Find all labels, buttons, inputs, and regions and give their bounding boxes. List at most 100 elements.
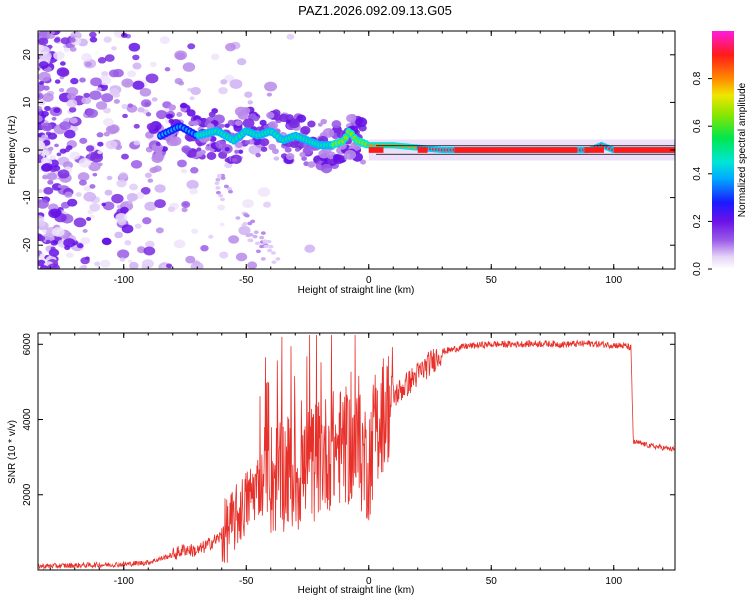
spectrogram-noise-blob <box>63 238 76 248</box>
snr-ytick-label: 6000 <box>22 333 33 356</box>
spectrogram-noise-blob <box>89 31 97 38</box>
spectrogram-noise-blob <box>58 88 65 93</box>
spectrogram-noise-blob <box>68 106 77 113</box>
spectrogram-noise-blob <box>200 244 209 252</box>
spectrogram-tail-blob <box>262 239 268 243</box>
spectrogram-noise-blob <box>39 253 46 258</box>
spectrogram-noise-blob <box>132 62 142 70</box>
spectrogram-noise-blob <box>98 75 112 86</box>
spectrogram-tail-blob <box>266 239 272 244</box>
spectrogram-noise-blob <box>189 188 198 195</box>
spectrogram-noise-blob <box>182 62 196 72</box>
snr-panel: -100 -50 0 50 100 2000 4000 6000 Height of stra… <box>7 332 676 596</box>
spectrogram-cluster-blob <box>273 113 282 121</box>
spectrogram-xlabel: Height of straight line (km) <box>298 285 415 296</box>
spectrogram-noise-blob <box>257 187 271 197</box>
spectrogram-xtick-label: 100 <box>605 275 622 286</box>
spectrogram-tail-blob <box>243 213 249 217</box>
spectrogram-noise-blob <box>76 243 84 249</box>
spectrogram-noise-blob <box>143 246 156 256</box>
spectrogram-noise-blob <box>159 36 171 45</box>
spectrogram-cluster-blob <box>151 153 164 164</box>
spectrogram-noise-blob <box>89 36 98 43</box>
spectrogram-noise-blob <box>59 61 66 66</box>
spectrogram-ytick-label: 20 <box>22 49 33 61</box>
spectrogram-cluster-blob <box>307 161 316 168</box>
spectrogram-noise-blob <box>38 162 41 168</box>
spectrogram-tail-blob <box>242 221 248 226</box>
spectrogram-noise-blob <box>77 172 90 182</box>
spectrogram-cluster-blob <box>255 152 261 158</box>
spectrogram-cluster-blob <box>180 102 188 109</box>
spectrogram-cluster-blob <box>317 122 323 127</box>
spectrogram-tail-blob <box>260 231 266 235</box>
spectrogram-noise-blob <box>155 227 164 234</box>
spectrogram-noise-blob <box>43 85 50 91</box>
spectrogram-noise-blob <box>149 167 158 174</box>
spectrogram-tail-blob <box>215 177 221 182</box>
spectrogram-noise-blob <box>42 229 47 234</box>
spectrogram-ytick-label: -10 <box>22 190 33 205</box>
spectrogram-tail-blob <box>227 187 233 191</box>
spectrogram-cluster-blob <box>181 145 191 154</box>
spectrogram-noise-blob <box>89 203 101 212</box>
spectrogram-noise-blob <box>167 206 176 213</box>
spectrogram-noise-blob <box>219 222 225 227</box>
spectrogram-noise-blob <box>264 81 278 92</box>
snr-ytick-label: 4000 <box>22 408 33 431</box>
spectrogram-noise-blob <box>173 239 186 249</box>
spectrogram-cluster-blob <box>284 146 292 153</box>
spectrogram-noise-blob <box>39 80 45 85</box>
spectrogram-cluster-blob <box>299 152 306 158</box>
spectrogram-noise-blob <box>116 179 127 188</box>
spectrogram-noise-blob <box>139 87 152 97</box>
spectrogram-tail-blob <box>255 241 261 246</box>
spectrogram-noise-blob <box>85 145 95 152</box>
spectrogram-noise-blob <box>80 237 91 245</box>
spectrogram-noise-blob <box>96 132 104 138</box>
spectrogram-cluster-blob <box>224 157 230 163</box>
spectrogram-tail-blob <box>260 257 266 261</box>
spectrogram-noise-blob <box>69 151 81 160</box>
spectrogram-noise-blob <box>56 152 62 157</box>
spectrogram-noise-blob <box>238 225 251 236</box>
spectrogram-cluster-blob <box>208 111 216 118</box>
spectrogram-noise-blob <box>53 107 61 113</box>
spectrogram-noise-blob <box>242 199 254 208</box>
spectrogram-noise-blob <box>229 79 243 89</box>
snr-ytick-label: 2000 <box>22 483 33 506</box>
spectrogram-noise-blob <box>96 87 102 92</box>
spectrogram-noise-blob <box>66 252 74 258</box>
spectrogram-noise-blob <box>38 82 45 92</box>
spectrogram-tail-blob <box>263 244 269 249</box>
spectrogram-noise-blob <box>82 228 88 233</box>
spectrogram-noise-blob <box>38 115 43 123</box>
spectrogram-noise-blob <box>103 117 114 127</box>
spectrogram-noise-blob <box>144 201 157 211</box>
spectrogram-xtick-label: 0 <box>366 275 372 286</box>
spectrogram-noise-blob <box>79 77 86 83</box>
spectrogram-cluster-blob <box>151 143 164 153</box>
spectrogram-noise-blob <box>120 32 128 38</box>
spectrogram-tail-blob <box>219 197 225 202</box>
spectrogram-noise-blob <box>38 61 49 69</box>
spectrogram-noise-blob <box>244 91 253 98</box>
spectrogram-noise-blob <box>190 87 201 96</box>
spectrogram-cluster-blob <box>320 118 328 125</box>
spectrogram-noise-blob <box>89 214 95 219</box>
spectrogram-noise-blob <box>88 161 101 172</box>
spectrogram-noise-blob <box>150 61 157 67</box>
spectrogram-tail-blob <box>235 216 241 220</box>
spectrogram-noise-blob <box>111 46 117 51</box>
spectrogram-noise-blob <box>38 220 46 227</box>
spectrogram-noise-blob <box>41 134 48 140</box>
spectrogram-noise-blob <box>75 192 82 197</box>
spectrogram-tail-blob <box>247 238 253 243</box>
spectrogram-tail-blob <box>218 193 224 198</box>
spectrogram-noise-blob <box>83 185 92 192</box>
spectrogram-noise-blob <box>128 42 141 52</box>
spectrogram-cluster-blob <box>259 138 270 147</box>
spectrogram-noise-blob <box>266 92 273 97</box>
